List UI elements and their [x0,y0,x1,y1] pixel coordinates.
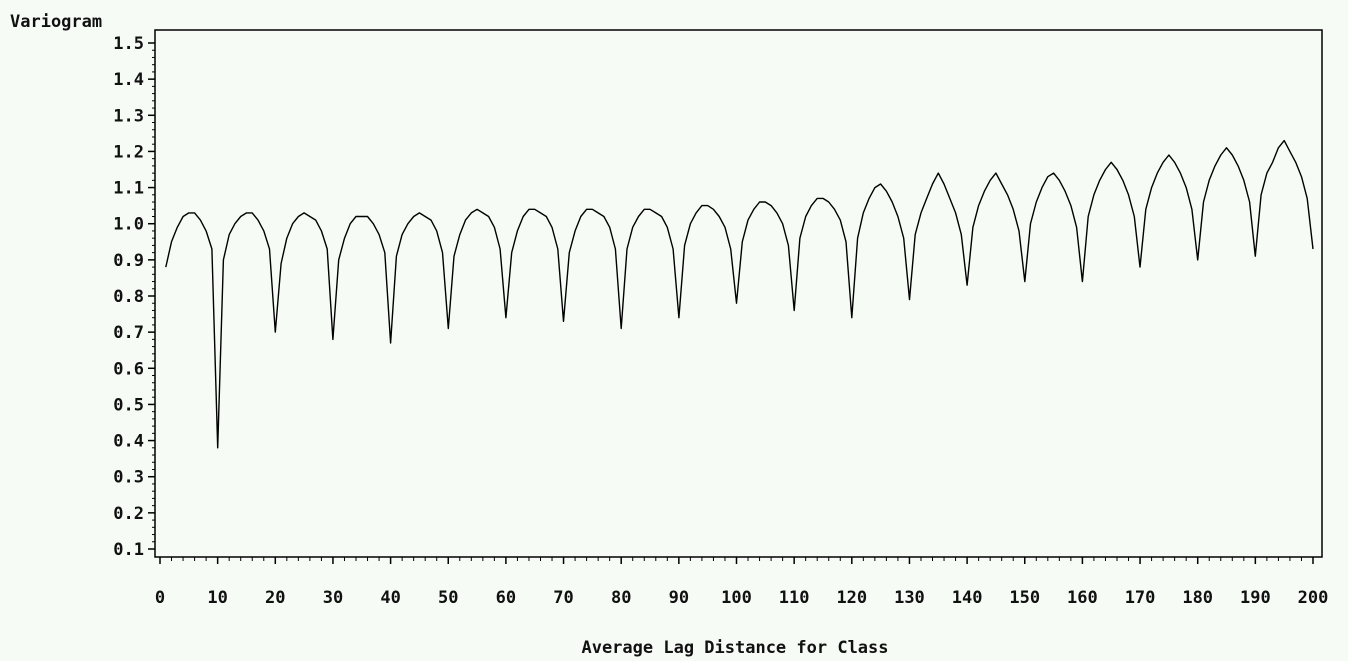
y-tick-label: 1.3 [113,106,144,126]
y-tick-label: 0.1 [113,540,144,560]
y-tick-label: 0.6 [113,359,144,379]
y-tick-label: 0.9 [113,251,144,271]
y-tick-label: 0.8 [113,287,144,307]
x-tick-label: 70 [553,588,573,608]
x-tick-label: 140 [952,588,983,608]
y-tick-label: 1.2 [113,142,144,162]
x-tick-label: 190 [1240,588,1271,608]
series-line [165,139,1314,449]
y-tick-label: 1.1 [113,179,144,199]
y-tick-label: 0.7 [113,323,144,343]
y-tick-label: 1.0 [113,215,144,235]
y-tick-label: 0.3 [113,468,144,488]
x-axis-title: Average Lag Distance for Class [581,638,888,658]
y-tick-label: 0.4 [113,432,144,452]
x-tick-label: 50 [438,588,458,608]
x-tick-label: 170 [1125,588,1156,608]
x-tick-label: 180 [1182,588,1213,608]
x-tick-label: 110 [779,588,810,608]
y-axis-title: Variogram [10,12,102,32]
x-tick-label: 10 [207,588,227,608]
y-tick-label: 0.2 [113,504,144,524]
x-tick-label: 40 [380,588,400,608]
x-tick-label: 20 [265,588,285,608]
y-tick-label: 1.5 [113,34,144,54]
x-tick-label: 100 [721,588,752,608]
x-tick-label: 160 [1067,588,1098,608]
x-tick-label: 60 [496,588,516,608]
y-tick-label: 1.4 [113,70,144,90]
x-tick-label: 200 [1298,588,1329,608]
x-tick-label: 130 [894,588,925,608]
x-tick-label: 80 [611,588,631,608]
y-axis: 0.1 0.2 0.3 0.4 0.5 0.6 0.7 0.8 0.9 1.0 1.1 1.2 1.3 1… [113,34,155,560]
x-tick-label: 150 [1009,588,1040,608]
plot-frame [154,29,1323,558]
x-tick-label: 90 [669,588,689,608]
x-axis: 0 10 20 30 40 50 60 70 80 90 100 110 120 130 140 150 160… [155,557,1328,608]
x-tick-label: 120 [836,588,867,608]
y-tick-label: 0.5 [113,395,144,415]
x-tick-label: 0 [155,588,165,608]
x-tick-label: 30 [323,588,343,608]
